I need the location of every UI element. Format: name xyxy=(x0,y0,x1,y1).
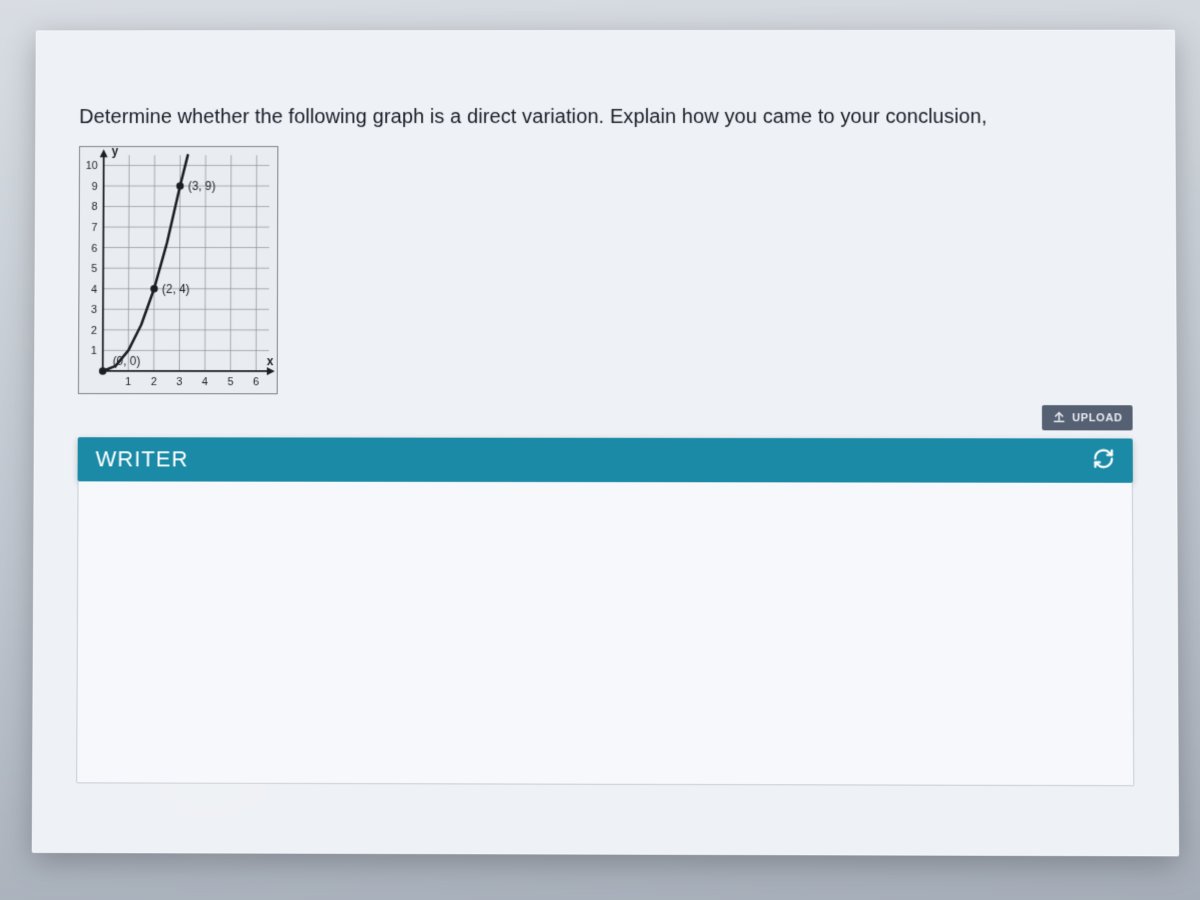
svg-text:6: 6 xyxy=(91,243,97,255)
graph-container: 1 2 3 4 5 6 1 2 3 4 5 6 7 8 9 10 y x (0, 0) (2, 4) (3, 9) xyxy=(78,146,1137,395)
svg-text:(2, 4): (2, 4) xyxy=(162,282,190,296)
upload-label: UPLOAD xyxy=(1072,412,1122,424)
svg-text:10: 10 xyxy=(86,160,98,172)
upload-icon xyxy=(1052,409,1066,426)
answer-editor[interactable] xyxy=(76,481,1134,786)
svg-text:x: x xyxy=(267,354,274,368)
svg-text:(3, 9): (3, 9) xyxy=(188,179,216,193)
svg-text:y: y xyxy=(112,146,119,158)
svg-text:5: 5 xyxy=(227,376,233,388)
question-prompt: Determine whether the following graph is… xyxy=(79,102,1135,132)
svg-text:(0, 0): (0, 0) xyxy=(113,354,141,368)
variation-graph: 1 2 3 4 5 6 1 2 3 4 5 6 7 8 9 10 y x (0, 0) (2, 4) (3, 9) xyxy=(78,146,278,394)
svg-text:3: 3 xyxy=(91,304,97,316)
upload-button[interactable]: UPLOAD xyxy=(1042,405,1133,430)
svg-text:1: 1 xyxy=(125,376,131,388)
writer-title: WRITER xyxy=(96,446,189,472)
content-page: Determine whether the following graph is… xyxy=(32,30,1179,857)
svg-text:4: 4 xyxy=(202,376,208,388)
writer-bar: WRITER xyxy=(78,437,1133,483)
svg-text:8: 8 xyxy=(91,201,97,213)
upload-row: UPLOAD xyxy=(78,404,1133,430)
svg-text:9: 9 xyxy=(92,181,98,193)
svg-text:2: 2 xyxy=(151,376,157,388)
refresh-icon[interactable] xyxy=(1092,447,1114,474)
svg-text:7: 7 xyxy=(91,222,97,234)
svg-text:3: 3 xyxy=(176,376,182,388)
svg-text:1: 1 xyxy=(91,345,97,357)
svg-text:4: 4 xyxy=(91,284,97,296)
svg-text:2: 2 xyxy=(91,325,97,337)
svg-text:5: 5 xyxy=(91,263,97,275)
svg-text:6: 6 xyxy=(253,376,259,388)
